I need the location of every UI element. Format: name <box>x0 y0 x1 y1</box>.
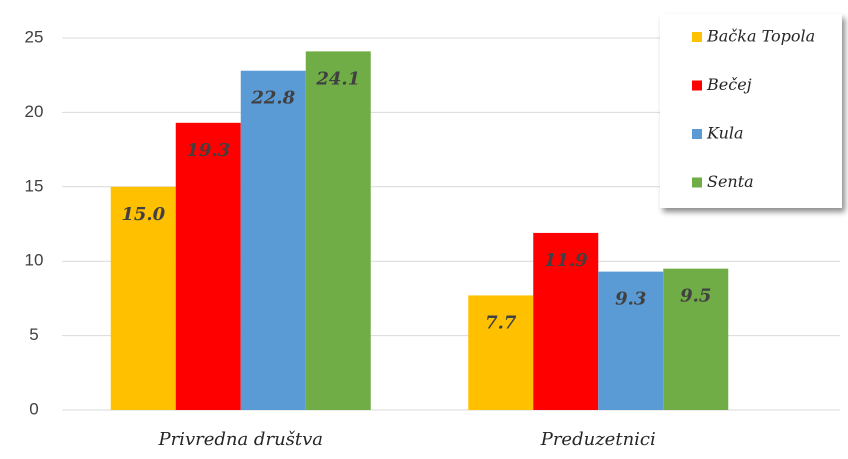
legend-label: Bečej <box>706 75 752 94</box>
legend-label: Kula <box>706 124 744 143</box>
value-label: 19.3 <box>186 140 230 161</box>
bar <box>305 51 371 410</box>
y-tick-label: 25 <box>25 27 44 46</box>
x-tick-label: Preduzetnici <box>540 429 656 450</box>
legend-swatch <box>692 129 702 139</box>
y-tick-label: 5 <box>29 325 38 344</box>
value-label: 15.0 <box>121 204 165 225</box>
legend-swatch <box>692 32 702 42</box>
y-tick-label: 20 <box>25 102 44 121</box>
bar <box>240 70 306 411</box>
bar <box>110 186 176 410</box>
value-label: 9.3 <box>615 289 646 310</box>
legend-label: Senta <box>707 172 754 191</box>
x-tick-label: Privredna društva <box>157 429 323 450</box>
value-label: 9.5 <box>680 286 711 307</box>
y-tick-label: 10 <box>25 251 44 270</box>
y-tick-label: 15 <box>25 176 44 195</box>
bar <box>533 232 599 410</box>
legend-label: Bačka Topola <box>706 27 815 46</box>
value-label: 24.1 <box>315 68 360 89</box>
bar <box>175 122 241 410</box>
bar <box>598 271 664 410</box>
bar <box>468 295 534 410</box>
value-label: 11.9 <box>544 250 588 271</box>
y-tick-label: 0 <box>29 399 38 418</box>
legend-box <box>660 14 842 208</box>
legend-swatch <box>692 177 702 188</box>
value-label: 22.8 <box>250 88 295 109</box>
legend-swatch <box>692 80 702 91</box>
value-label: 7.7 <box>485 312 517 333</box>
bar <box>663 268 729 410</box>
